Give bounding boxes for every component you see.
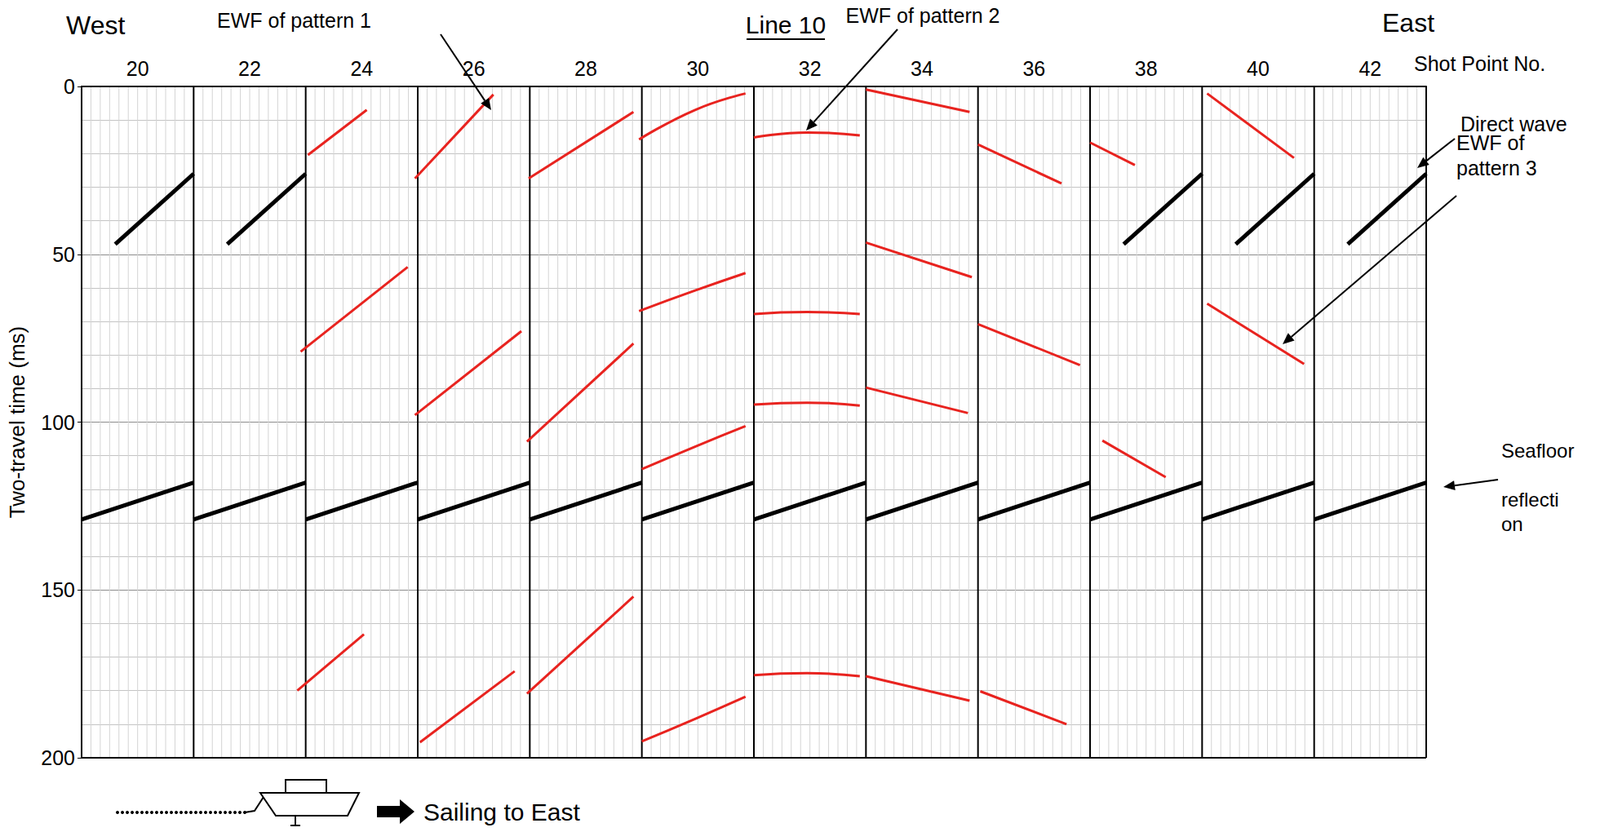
svg-text:0: 0 [63, 75, 76, 98]
svg-text:150: 150 [40, 578, 76, 602]
svg-text:West: West [66, 10, 125, 40]
svg-text:30: 30 [686, 57, 710, 80]
svg-text:50: 50 [52, 243, 76, 266]
svg-text:Direct wave: Direct wave [1460, 112, 1568, 136]
svg-text:40: 40 [1246, 57, 1270, 80]
svg-text:34: 34 [910, 57, 934, 80]
svg-text:pattern 3: pattern 3 [1456, 156, 1538, 180]
svg-text:28: 28 [574, 57, 598, 80]
svg-text:200: 200 [40, 746, 76, 770]
svg-text:22: 22 [238, 57, 262, 80]
svg-text:EWF of pattern 2: EWF of pattern 2 [846, 4, 1001, 27]
svg-text:24: 24 [350, 57, 373, 80]
svg-text:Seafloor: Seafloor [1501, 439, 1574, 462]
svg-text:Line 10: Line 10 [745, 11, 826, 39]
svg-text:42: 42 [1358, 57, 1382, 80]
svg-text:on: on [1501, 513, 1524, 536]
svg-text:reflecti: reflecti [1501, 488, 1560, 511]
svg-text:100: 100 [40, 411, 76, 435]
svg-text:East: East [1382, 8, 1435, 38]
svg-text:20: 20 [126, 57, 150, 80]
svg-text:26: 26 [462, 57, 486, 80]
svg-text:EWF of pattern 1: EWF of pattern 1 [217, 8, 372, 32]
svg-text:Sailing to East: Sailing to East [423, 798, 581, 826]
svg-text:EWF of: EWF of [1456, 130, 1531, 154]
svg-text:Shot Point No.: Shot Point No. [1413, 52, 1546, 76]
svg-text:36: 36 [1022, 57, 1046, 80]
svg-text:32: 32 [798, 57, 822, 80]
svg-text:38: 38 [1134, 57, 1158, 80]
svg-text:Two-travel time (ms): Two-travel time (ms) [4, 326, 30, 519]
